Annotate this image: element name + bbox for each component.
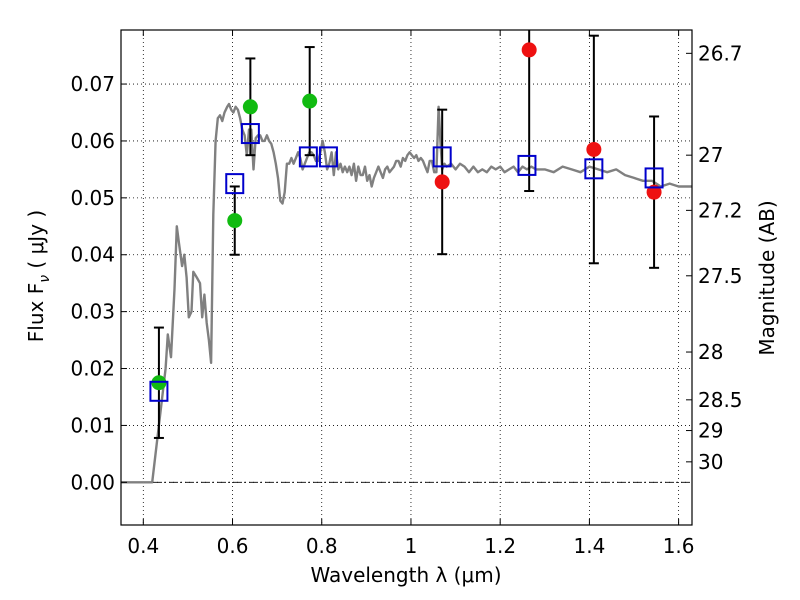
x-axis-ticks: 0.4 0.6 0.8 1 1.2 1.4 1.6 xyxy=(127,30,695,558)
data-point xyxy=(586,141,602,157)
data-point xyxy=(227,213,243,229)
y-tick-label: 0.05 xyxy=(70,186,115,210)
model-square xyxy=(517,154,537,176)
y-tick-label: 0.02 xyxy=(70,357,115,381)
y-axis-label: Flux Fν ( μJy ) xyxy=(24,210,53,342)
magnitude-tick-label: 27.5 xyxy=(698,264,743,288)
magnitude-tick-label: 26.7 xyxy=(698,41,743,65)
magnitude-tick-label: 27 xyxy=(698,143,723,167)
y-axis-label-main: Flux F xyxy=(24,283,48,342)
model-square xyxy=(240,123,260,145)
model-square xyxy=(318,146,338,168)
data-point xyxy=(434,174,450,190)
y-tick-label: 0.01 xyxy=(70,413,115,437)
grid xyxy=(121,30,692,525)
spectrum-layer xyxy=(121,102,692,484)
error-bars xyxy=(153,30,660,439)
observed-points xyxy=(151,42,662,391)
model-square xyxy=(644,167,664,189)
x-tick-label: 0.6 xyxy=(217,534,249,558)
x-tick-label: 1.6 xyxy=(663,534,695,558)
y-tick-label: 0.07 xyxy=(70,72,115,96)
x-tick-label: 0.8 xyxy=(306,534,338,558)
data-point xyxy=(242,99,258,115)
magnitude-tick-label: 30 xyxy=(698,450,723,474)
model-photometry-squares xyxy=(149,123,664,402)
model-square xyxy=(298,146,318,168)
magnitude-tick-label: 28.5 xyxy=(698,388,743,412)
model-square xyxy=(149,380,169,402)
magnitude-axis-ticks: 26.7 27 27.2 27.5 28 28.5 29 30 xyxy=(686,41,743,474)
x-tick-label: 0.4 xyxy=(127,534,159,558)
y-axis-ticks: 0.00 0.01 0.02 0.03 0.04 0.05 0.06 0.07 xyxy=(70,72,127,494)
y-axis-label-sub: ν xyxy=(37,275,53,283)
magnitude-tick-label: 27.2 xyxy=(698,198,743,222)
spectrum-line xyxy=(121,102,692,484)
magnitude-tick-label: 29 xyxy=(698,419,723,443)
x-axis-label: Wavelength λ (μm) xyxy=(310,563,501,587)
y-tick-label: 0.00 xyxy=(70,470,115,494)
y-tick-label: 0.04 xyxy=(70,243,115,267)
y-axis-label-unit: ( μJy ) xyxy=(24,210,48,275)
x-tick-label: 1.4 xyxy=(573,534,605,558)
model-square xyxy=(432,146,452,168)
magnitude-tick-label: 28 xyxy=(698,340,723,364)
magnitude-axis-label: Magnitude (AB) xyxy=(755,200,779,355)
x-tick-label: 1 xyxy=(405,534,418,558)
plot-frame xyxy=(120,29,693,526)
data-point xyxy=(302,93,318,109)
x-tick-label: 1.2 xyxy=(484,534,516,558)
model-square xyxy=(584,158,604,180)
data-point xyxy=(521,42,537,58)
y-tick-label: 0.06 xyxy=(70,129,115,153)
y-tick-label: 0.03 xyxy=(70,300,115,324)
model-square xyxy=(225,173,245,195)
